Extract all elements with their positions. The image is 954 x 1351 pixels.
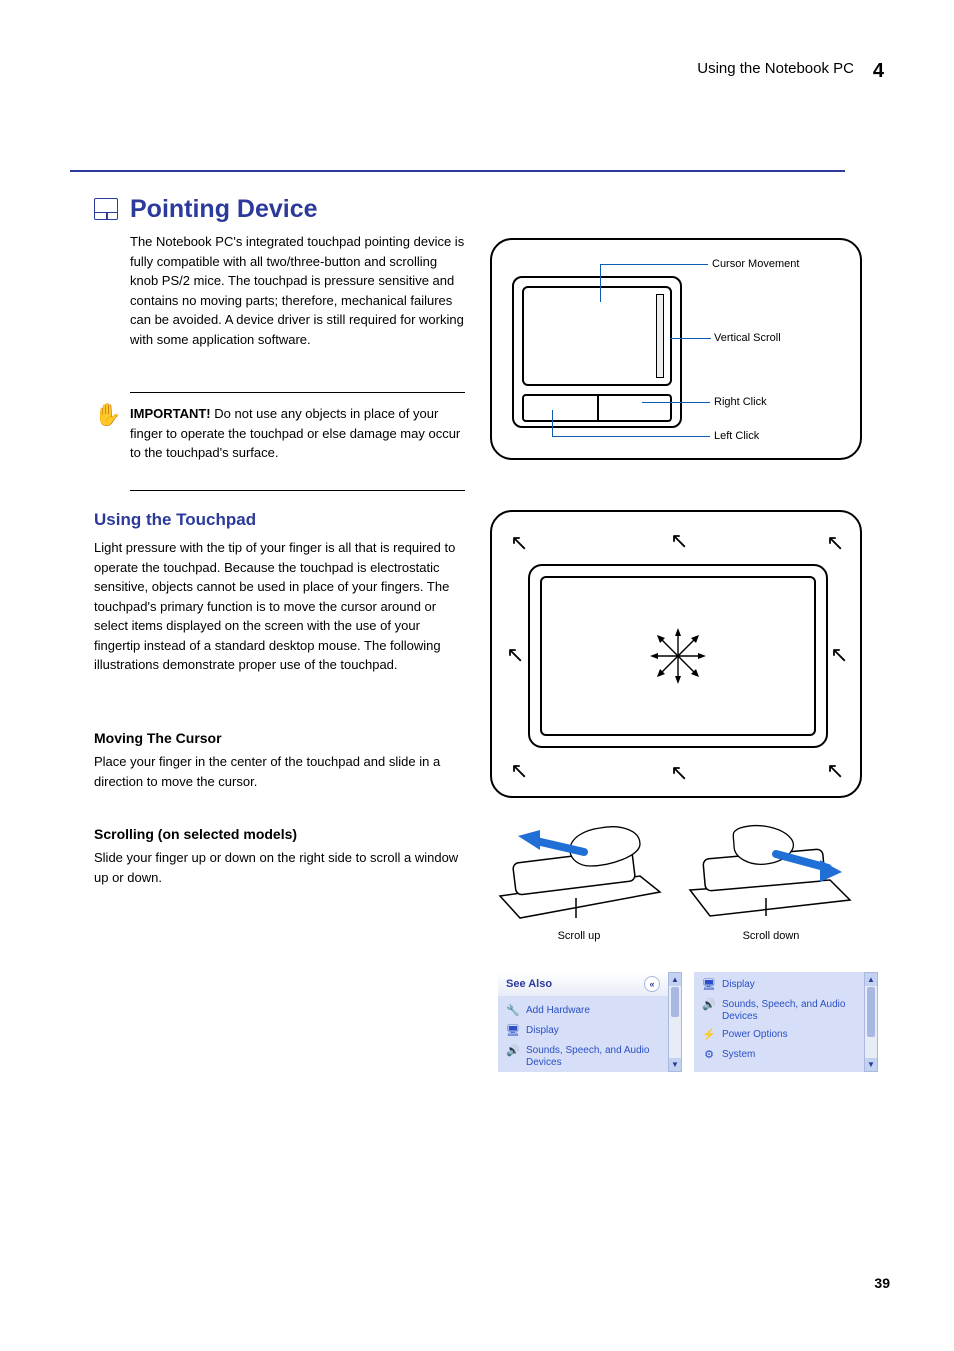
xp-link-item[interactable]: 🖥 Display xyxy=(506,1022,660,1042)
divider-line-2 xyxy=(130,490,465,491)
xp-link-item[interactable]: 🔊 Sounds, Speech, and Audio Devices xyxy=(702,996,856,1026)
important-label: IMPORTANT! xyxy=(130,406,211,421)
header-rule xyxy=(70,170,845,172)
xp-link-label: Add Hardware xyxy=(526,1005,590,1017)
xp-header-label: See Also xyxy=(506,978,552,990)
collapse-icon[interactable]: « xyxy=(644,976,660,992)
page-number: 39 xyxy=(874,1275,890,1291)
xp-see-also-panel: See Also « 🔧 Add Hardware 🖥 Display 🔊 So… xyxy=(498,972,668,1072)
sound-icon: 🔊 xyxy=(506,1045,520,1059)
using-touchpad-text: Light pressure with the tip of your fing… xyxy=(94,538,469,675)
using-touchpad-heading: Using the Touchpad xyxy=(94,510,256,530)
label-cursor-movement: Cursor Movement xyxy=(712,258,799,270)
xp-scrollbar[interactable]: ▲ ▼ xyxy=(864,972,878,1072)
xp-link-label: Sounds, Speech, and Audio Devices xyxy=(722,999,856,1023)
cursor-icon: ↖ xyxy=(670,530,688,552)
xp-link-label: Display xyxy=(722,979,755,991)
touchpad-direction-diagram: ↖ ↖ ↖ ↖ ↖ ↖ ↖ ↖ xyxy=(490,510,862,798)
header-section-number: 4 xyxy=(873,60,884,83)
xp-link-label: Power Options xyxy=(722,1029,788,1041)
scroll-up-diagram xyxy=(490,820,670,930)
scroll-down-diagram xyxy=(680,820,860,930)
scroll-up-caption: Scroll up xyxy=(494,930,664,942)
scroll-down-caption: Scroll down xyxy=(686,930,856,942)
scroll-down-arrow-icon[interactable]: ▼ xyxy=(865,1058,877,1071)
divider-line-1 xyxy=(130,392,465,393)
moving-cursor-text: Place your finger in the center of the t… xyxy=(94,752,469,791)
display-icon: 🖥 xyxy=(506,1025,520,1039)
intro-text: The Notebook PC's integrated touchpad po… xyxy=(130,232,465,349)
cursor-icon: ↖ xyxy=(826,760,844,782)
pointing-device-heading: Pointing Device xyxy=(130,195,318,224)
system-icon: ⚙ xyxy=(702,1049,716,1063)
sound-icon: 🔊 xyxy=(702,999,716,1013)
xp-scrollbar[interactable]: ▲ ▼ xyxy=(668,972,682,1072)
label-right-click: Right Click xyxy=(714,396,767,408)
display-icon: 🖥 xyxy=(702,979,716,993)
xp-link-item[interactable]: 🖥 Display xyxy=(702,976,856,996)
xp-link-item[interactable]: 🔧 Add Hardware xyxy=(506,1002,660,1022)
cursor-icon: ↖ xyxy=(826,532,844,554)
important-hand-icon: ✋ xyxy=(94,404,118,428)
xp-link-item[interactable]: ⚡ Power Options xyxy=(702,1026,856,1046)
xp-link-item[interactable]: 🔊 Sounds, Speech, and Audio Devices xyxy=(506,1042,660,1072)
moving-cursor-heading: Moving The Cursor xyxy=(94,730,222,746)
xp-link-label: Display xyxy=(526,1025,559,1037)
hardware-icon: 🔧 xyxy=(506,1005,520,1019)
touchpad-icon xyxy=(94,198,118,222)
scroll-up-arrow-icon[interactable]: ▲ xyxy=(669,973,681,986)
important-note: IMPORTANT! Do not use any objects in pla… xyxy=(130,404,465,463)
scrolling-text: Slide your finger up or down on the righ… xyxy=(94,848,469,887)
cursor-icon: ↖ xyxy=(830,644,848,666)
cursor-icon: ↖ xyxy=(510,532,528,554)
power-icon: ⚡ xyxy=(702,1029,716,1043)
direction-star-icon xyxy=(648,626,708,686)
scroll-down-arrow-icon[interactable]: ▼ xyxy=(669,1058,681,1071)
cursor-icon: ↖ xyxy=(670,762,688,784)
cursor-icon: ↖ xyxy=(506,644,524,666)
header-section-label: Using the Notebook PC xyxy=(697,60,854,77)
scrolling-heading: Scrolling (on selected models) xyxy=(94,826,297,842)
xp-link-label: System xyxy=(722,1049,755,1061)
cursor-icon: ↖ xyxy=(510,760,528,782)
xp-link-label: Sounds, Speech, and Audio Devices xyxy=(526,1045,660,1069)
xp-control-panel: 🖥 Display 🔊 Sounds, Speech, and Audio De… xyxy=(694,972,864,1072)
scroll-up-arrow-icon[interactable]: ▲ xyxy=(865,973,877,986)
touchpad-labeled-diagram: Cursor Movement Vertical Scroll Right Cl… xyxy=(490,238,862,460)
xp-link-item[interactable]: ⚙ System xyxy=(702,1046,856,1066)
label-left-click: Left Click xyxy=(714,430,759,442)
label-vertical-scroll: Vertical Scroll xyxy=(714,332,781,344)
scroll-strip xyxy=(656,294,664,378)
